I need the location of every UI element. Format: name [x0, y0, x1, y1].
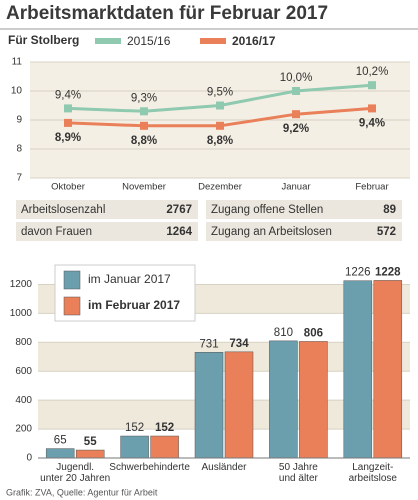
- table-cell-bg: [206, 200, 402, 219]
- table-cell-bg: [16, 222, 198, 241]
- bar: [150, 435, 179, 459]
- value-label: 9,4%: [55, 89, 81, 101]
- y-tick-label: 800: [15, 337, 32, 348]
- bar: [45, 448, 75, 459]
- value-label: 734: [229, 338, 249, 350]
- table-value: 1264: [166, 226, 192, 238]
- y-tick-label: 1200: [10, 279, 33, 290]
- value-label: 9,3%: [131, 92, 157, 104]
- value-label: 9,4%: [359, 117, 385, 129]
- legend-label: 2015/16: [127, 34, 171, 48]
- point: [64, 104, 72, 113]
- table-value: 572: [377, 226, 396, 238]
- y-tick-label: 8: [16, 144, 22, 155]
- point: [64, 118, 72, 127]
- y-tick-label: 200: [15, 424, 32, 435]
- value-label: 65: [54, 435, 67, 447]
- point: [216, 121, 224, 130]
- table-label: Arbeitslosenzahl: [21, 204, 105, 216]
- legend-title: Für Stolberg: [8, 33, 79, 47]
- bar: [224, 351, 254, 459]
- x-tick-label: Januar: [281, 182, 310, 193]
- source: Grafik: ZVA, Quelle: Agentur für Arbeit: [6, 487, 158, 497]
- value-label: 806: [304, 327, 323, 339]
- y-tick-label: 1000: [10, 308, 33, 319]
- legend-swatch: [63, 296, 81, 316]
- x-tick-label: Ausländer: [201, 462, 247, 473]
- legend-label: im Januar 2017: [88, 272, 171, 286]
- table-value: 2767: [166, 204, 192, 216]
- legend-label: im Februar 2017: [88, 298, 180, 312]
- y-tick-label: 9: [16, 115, 22, 126]
- x-tick-label: Langzeit- arbeitslose: [348, 462, 397, 484]
- bar: [269, 340, 298, 459]
- value-label: 1226: [345, 267, 371, 279]
- x-tick-label: Dezember: [198, 182, 242, 193]
- bar: [299, 341, 328, 459]
- point: [140, 121, 148, 130]
- table-cell-bg: [206, 222, 402, 241]
- point: [368, 81, 376, 90]
- y-tick-label: 10: [11, 86, 23, 97]
- x-tick-label: Jugendl. unter 20 Jahren: [40, 462, 111, 484]
- point: [368, 104, 376, 113]
- table-label: davon Frauen: [21, 226, 92, 238]
- y-tick-label: 0: [26, 453, 32, 464]
- legend-label: 2016/17: [232, 34, 276, 48]
- bar: [120, 435, 149, 459]
- value-label: 152: [155, 422, 174, 434]
- value-label: 1228: [375, 266, 401, 278]
- y-tick-label: 11: [12, 57, 23, 68]
- value-label: 8,9%: [55, 132, 81, 144]
- table-label: Zugang an Arbeitslosen: [211, 226, 332, 238]
- table-label: Zugang offene Stellen: [211, 204, 323, 216]
- x-tick-label: Schwerbehinderte: [109, 462, 190, 473]
- value-label: 152: [125, 422, 144, 434]
- value-label: 9,5%: [207, 87, 233, 99]
- y-tick-label: 600: [15, 366, 32, 377]
- table-cell-bg: [16, 200, 198, 219]
- point: [292, 110, 300, 119]
- x-tick-label: 50 Jahre und älter: [278, 462, 318, 484]
- x-tick-label: November: [122, 182, 166, 193]
- point: [140, 107, 148, 116]
- y-tick-label: 400: [15, 395, 32, 406]
- value-label: 810: [274, 327, 293, 339]
- value-label: 731: [199, 338, 218, 350]
- legend-swatch: [63, 270, 81, 290]
- value-label: 10,2%: [356, 66, 389, 78]
- value-label: 8,8%: [131, 135, 157, 147]
- y-tick-label: 7: [16, 173, 22, 184]
- x-tick-label: Februar: [355, 182, 388, 193]
- point: [292, 87, 300, 95]
- bar: [194, 352, 224, 459]
- value-label: 55: [84, 436, 97, 448]
- bar: [75, 449, 105, 459]
- value-label: 10,0%: [280, 72, 313, 84]
- title: Arbeitsmarktdaten für Februar 2017: [6, 3, 328, 24]
- point: [216, 101, 224, 110]
- value-label: 8,8%: [207, 135, 233, 147]
- x-tick-label: Oktober: [51, 182, 85, 193]
- table-value: 89: [383, 204, 396, 216]
- value-label: 9,2%: [283, 123, 309, 135]
- bar: [373, 280, 403, 459]
- bar: [343, 280, 373, 459]
